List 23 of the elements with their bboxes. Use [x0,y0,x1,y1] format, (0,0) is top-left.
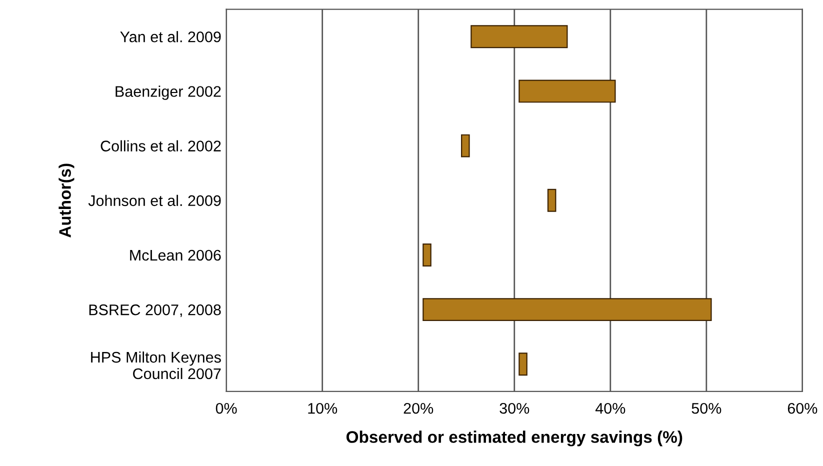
y-tick-label: HPS Milton Keynes Council 2007 [91,351,221,380]
y-axis-title: Author(s) [58,164,74,238]
x-tick-label: 50% [692,402,722,414]
x-tick-label: 0% [216,402,237,414]
bar [470,25,568,48]
y-tick-label: McLean 2006 [130,250,221,261]
bar [547,188,556,212]
x-tick-label: 30% [500,402,530,414]
x-tick-label: 20% [404,402,434,414]
x-tick-label: 60% [788,402,818,414]
x-axis-title: Observed or estimated energy savings (%) [346,430,682,446]
y-tick-label: Baenziger 2002 [116,86,221,100]
y-tick-label: Johnson et al. 2009 [88,194,221,206]
bar [518,80,616,103]
x-tick-label: 40% [595,402,626,414]
bar [461,134,470,158]
bar [422,298,712,322]
x-tick-label: 10% [308,402,338,414]
bar [518,352,528,376]
y-tick-label: Yan et al. 2009 [120,31,221,42]
y-tick-label: Collins et al. 2002 [100,140,221,152]
bar [422,243,432,266]
y-tick-label: BSREC 2007, 2008 [89,304,221,318]
